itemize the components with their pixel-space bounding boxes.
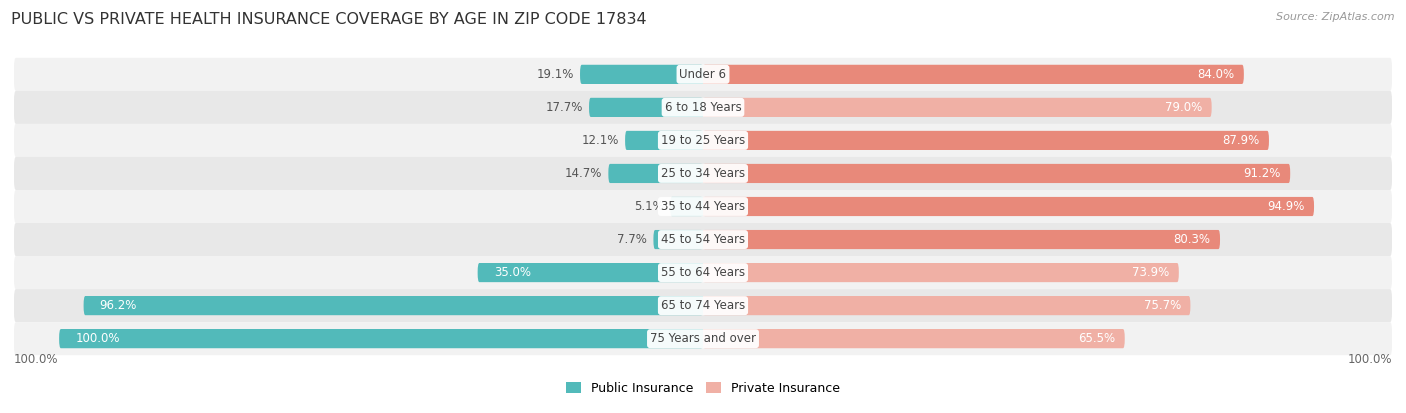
- Bar: [703, 296, 1188, 315]
- Text: 5.1%: 5.1%: [634, 200, 664, 213]
- Text: 75.7%: 75.7%: [1143, 299, 1181, 312]
- Bar: [703, 131, 1267, 150]
- Bar: [591, 98, 703, 117]
- FancyBboxPatch shape: [581, 65, 703, 84]
- Bar: [703, 65, 1241, 84]
- FancyBboxPatch shape: [703, 131, 1270, 150]
- Text: 79.0%: 79.0%: [1164, 101, 1202, 114]
- FancyBboxPatch shape: [478, 263, 703, 282]
- Text: 100.0%: 100.0%: [1347, 353, 1392, 366]
- Bar: [627, 131, 703, 150]
- Text: 35 to 44 Years: 35 to 44 Years: [661, 200, 745, 213]
- Text: 19.1%: 19.1%: [536, 68, 574, 81]
- Text: 45 to 54 Years: 45 to 54 Years: [661, 233, 745, 246]
- Text: 17.7%: 17.7%: [546, 101, 582, 114]
- Text: 75 Years and over: 75 Years and over: [650, 332, 756, 345]
- FancyBboxPatch shape: [703, 65, 1244, 84]
- FancyBboxPatch shape: [14, 256, 1392, 289]
- Text: 91.2%: 91.2%: [1243, 167, 1281, 180]
- Text: 14.7%: 14.7%: [565, 167, 602, 180]
- FancyBboxPatch shape: [703, 329, 1125, 348]
- FancyBboxPatch shape: [14, 322, 1392, 355]
- Bar: [86, 296, 703, 315]
- Text: Under 6: Under 6: [679, 68, 727, 81]
- Text: 100.0%: 100.0%: [76, 332, 120, 345]
- Bar: [672, 197, 703, 216]
- Text: 94.9%: 94.9%: [1267, 200, 1305, 213]
- Text: 6 to 18 Years: 6 to 18 Years: [665, 101, 741, 114]
- FancyBboxPatch shape: [703, 296, 1191, 315]
- Bar: [60, 329, 703, 348]
- Bar: [655, 230, 703, 249]
- FancyBboxPatch shape: [14, 124, 1392, 157]
- FancyBboxPatch shape: [14, 223, 1392, 256]
- Text: 55 to 64 Years: 55 to 64 Years: [661, 266, 745, 279]
- Text: 84.0%: 84.0%: [1197, 68, 1234, 81]
- FancyBboxPatch shape: [14, 58, 1392, 91]
- Text: 65 to 74 Years: 65 to 74 Years: [661, 299, 745, 312]
- FancyBboxPatch shape: [589, 98, 703, 117]
- Bar: [703, 230, 1219, 249]
- FancyBboxPatch shape: [703, 230, 1220, 249]
- Bar: [610, 164, 703, 183]
- Bar: [703, 329, 1123, 348]
- Text: Source: ZipAtlas.com: Source: ZipAtlas.com: [1277, 12, 1395, 22]
- FancyBboxPatch shape: [703, 98, 1212, 117]
- Text: 35.0%: 35.0%: [494, 266, 530, 279]
- Text: 19 to 25 Years: 19 to 25 Years: [661, 134, 745, 147]
- FancyBboxPatch shape: [14, 157, 1392, 190]
- Text: 73.9%: 73.9%: [1132, 266, 1170, 279]
- Text: PUBLIC VS PRIVATE HEALTH INSURANCE COVERAGE BY AGE IN ZIP CODE 17834: PUBLIC VS PRIVATE HEALTH INSURANCE COVER…: [11, 12, 647, 27]
- FancyBboxPatch shape: [626, 131, 703, 150]
- Bar: [703, 263, 1177, 282]
- Text: 65.5%: 65.5%: [1078, 332, 1115, 345]
- FancyBboxPatch shape: [703, 197, 1315, 216]
- Text: 100.0%: 100.0%: [14, 353, 59, 366]
- Legend: Public Insurance, Private Insurance: Public Insurance, Private Insurance: [567, 382, 839, 395]
- FancyBboxPatch shape: [14, 91, 1392, 124]
- FancyBboxPatch shape: [654, 230, 703, 249]
- Text: 25 to 34 Years: 25 to 34 Years: [661, 167, 745, 180]
- Bar: [582, 65, 703, 84]
- FancyBboxPatch shape: [671, 197, 703, 216]
- Bar: [703, 164, 1288, 183]
- FancyBboxPatch shape: [59, 329, 703, 348]
- Text: 87.9%: 87.9%: [1222, 134, 1260, 147]
- Bar: [479, 263, 703, 282]
- FancyBboxPatch shape: [83, 296, 703, 315]
- FancyBboxPatch shape: [609, 164, 703, 183]
- Bar: [703, 98, 1211, 117]
- Text: 80.3%: 80.3%: [1174, 233, 1211, 246]
- Text: 12.1%: 12.1%: [581, 134, 619, 147]
- FancyBboxPatch shape: [14, 289, 1392, 322]
- Text: 96.2%: 96.2%: [100, 299, 136, 312]
- Text: 7.7%: 7.7%: [617, 233, 647, 246]
- FancyBboxPatch shape: [703, 263, 1178, 282]
- FancyBboxPatch shape: [703, 164, 1291, 183]
- Bar: [703, 197, 1312, 216]
- FancyBboxPatch shape: [14, 190, 1392, 223]
